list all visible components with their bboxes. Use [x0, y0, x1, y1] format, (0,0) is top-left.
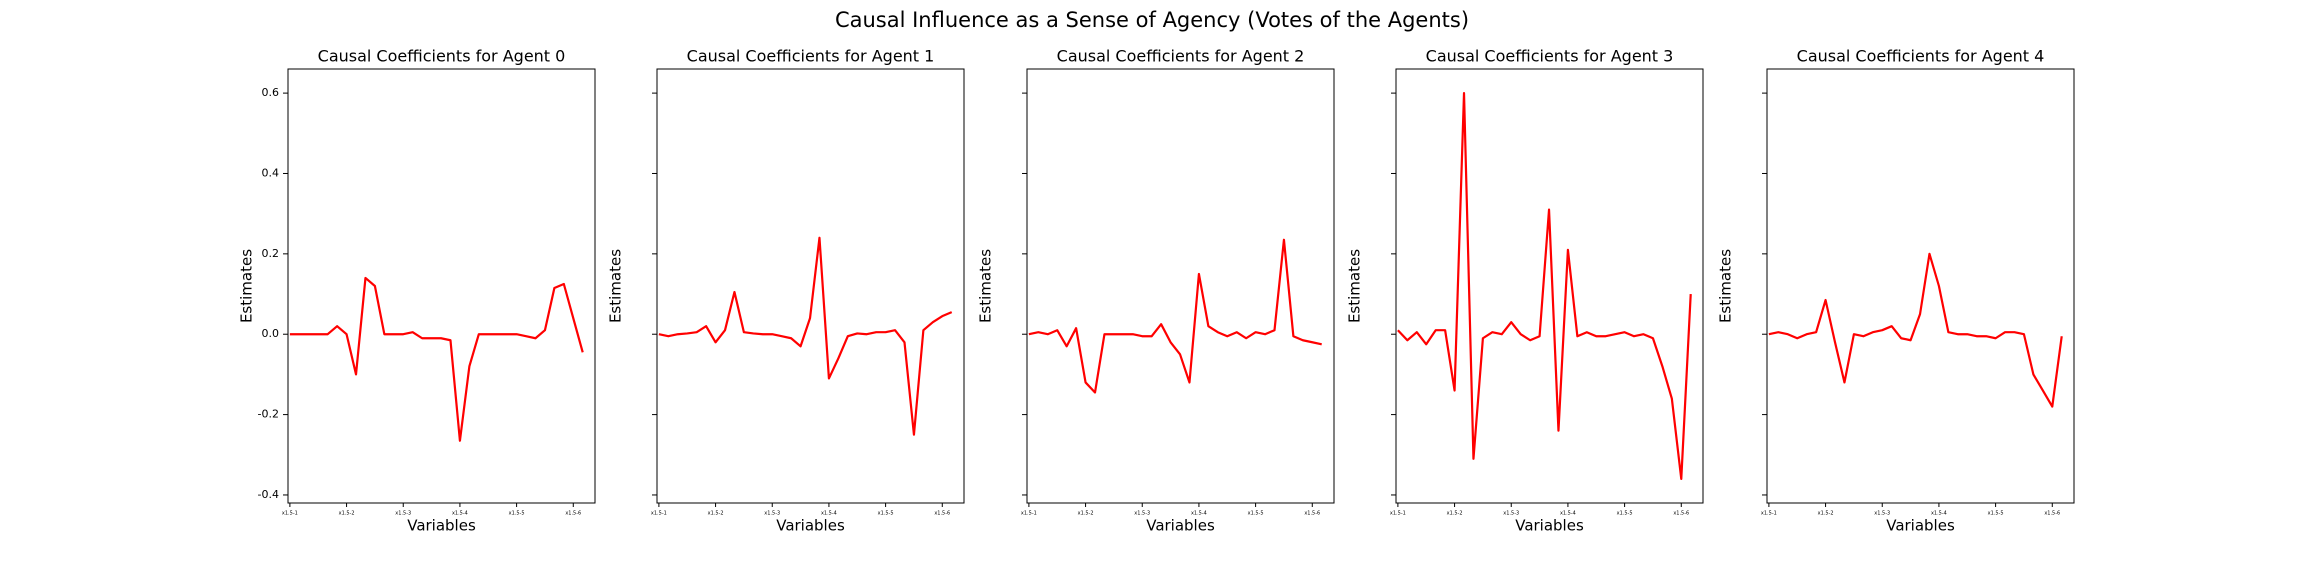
line	[1768, 252, 2063, 408]
axes-frame	[656, 68, 965, 504]
x-tick-label: x1.5-2	[1078, 511, 1094, 517]
x-tick-label: x1.5-3	[1874, 511, 1890, 517]
x-tick-label: x1.5-3	[1134, 511, 1150, 517]
x-tick-label: x1.5-1	[651, 511, 667, 517]
y-axis-label: Estimates	[1717, 249, 1735, 323]
axes-frame	[1395, 68, 1704, 504]
axes-frame	[1766, 68, 2075, 504]
figure-title: Causal Influence as a Sense of Agency (V…	[835, 8, 1469, 32]
y-tick-label: 0.6	[262, 86, 280, 99]
x-tick-label: x1.5-5	[509, 511, 525, 517]
x-tick-label: x1.5-1	[1021, 511, 1037, 517]
x-axis-label: Variables	[1146, 517, 1215, 535]
y-tick-label: -0.4	[258, 488, 279, 501]
x-axis-label: Variables	[1886, 517, 1955, 535]
x-tick-label: x1.5-1	[282, 511, 298, 517]
x-tick-label: x1.5-1	[1761, 511, 1777, 517]
line	[1028, 238, 1322, 394]
x-tick-label: x1.5-4	[1931, 511, 1947, 517]
y-axis-label: Estimates	[1346, 249, 1364, 323]
x-tick-label: x1.5-3	[764, 511, 780, 517]
y-tick-label: 0.4	[262, 166, 280, 179]
x-tick-label: x1.5-4	[1560, 511, 1576, 517]
y-tick-label: 0.0	[262, 327, 280, 340]
x-tick-label: x1.5-6	[1673, 511, 1689, 517]
x-tick-label: x1.5-2	[339, 511, 355, 517]
x-tick-label: x1.5-2	[708, 511, 724, 517]
y-tick-label: -0.2	[258, 408, 279, 421]
x-tick-label: x1.5-5	[1988, 511, 2004, 517]
x-tick-label: x1.5-4	[1191, 511, 1207, 517]
line	[658, 236, 953, 436]
x-tick-label: x1.5-1	[1390, 511, 1406, 517]
subplot-title: Causal Coefficients for Agent 2	[1057, 47, 1305, 66]
subplot-title: Causal Coefficients for Agent 3	[1426, 47, 1674, 66]
y-tick-label: 0.2	[262, 247, 280, 260]
x-axis-label: Variables	[1515, 517, 1584, 535]
x-tick-label: x1.5-3	[1503, 511, 1519, 517]
x-axis-label: Variables	[776, 517, 845, 535]
line	[289, 276, 584, 442]
axes-frame	[1026, 68, 1335, 504]
axes-frame	[287, 68, 596, 504]
x-tick-label: x1.5-4	[452, 511, 468, 517]
x-tick-label: x1.5-3	[395, 511, 411, 517]
x-tick-label: x1.5-6	[565, 511, 581, 517]
x-tick-label: x1.5-4	[821, 511, 837, 517]
y-axis-label: Estimates	[238, 249, 256, 323]
subplot-title: Causal Coefficients for Agent 0	[318, 47, 566, 66]
x-tick-label: x1.5-2	[1818, 511, 1834, 517]
subplot-title: Causal Coefficients for Agent 1	[687, 47, 935, 66]
y-axis-label: Estimates	[977, 249, 995, 323]
x-tick-label: x1.5-5	[1617, 511, 1633, 517]
subplot-title: Causal Coefficients for Agent 4	[1797, 47, 2045, 66]
x-tick-label: x1.5-6	[1304, 511, 1320, 517]
x-tick-label: x1.5-6	[2044, 511, 2060, 517]
x-tick-label: x1.5-5	[878, 511, 894, 517]
x-tick-label: x1.5-2	[1447, 511, 1463, 517]
x-axis-label: Variables	[407, 517, 476, 535]
line	[1397, 92, 1692, 480]
y-axis-label: Estimates	[607, 249, 625, 323]
x-tick-label: x1.5-6	[934, 511, 950, 517]
x-tick-label: x1.5-5	[1248, 511, 1264, 517]
